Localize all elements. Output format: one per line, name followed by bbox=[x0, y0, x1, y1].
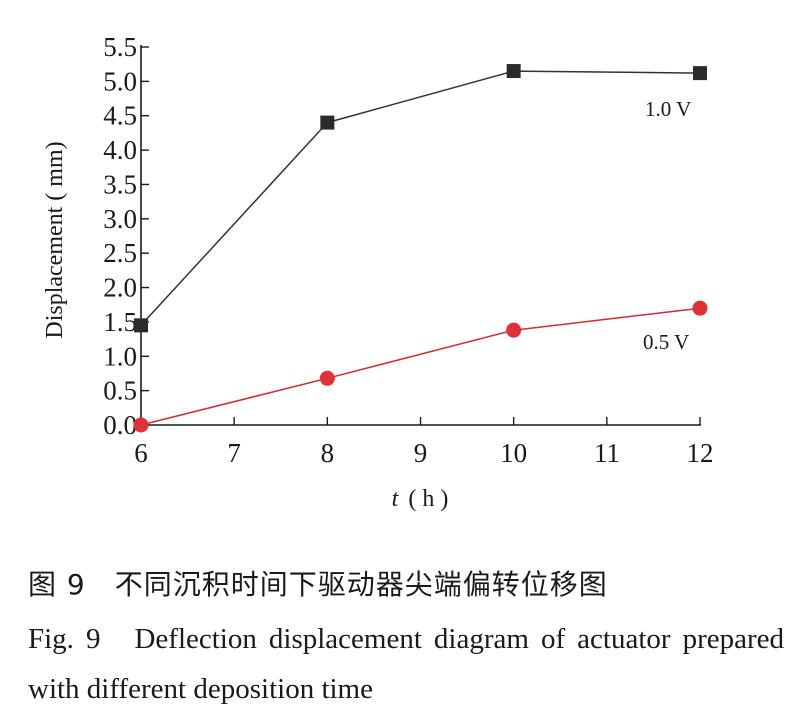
data-point-circle bbox=[133, 417, 149, 433]
y-tick-label: 2.5 bbox=[103, 238, 137, 268]
series-label: 1.0 V bbox=[645, 97, 691, 121]
x-tick-label: 6 bbox=[134, 438, 148, 468]
y-tick-label: 1.0 bbox=[103, 341, 137, 371]
data-point-square bbox=[320, 115, 335, 130]
series-label: 0.5 V bbox=[643, 330, 689, 354]
chart: 0.0 0.5 1.0 1.5 2.0 2.5 3.0 3.5 4.0 4.5 5.0 5.5 6 7 8… bbox=[42, 32, 714, 512]
x-tick-label: 8 bbox=[321, 438, 335, 468]
x-axis-label-variable: t bbox=[392, 486, 400, 512]
x-tick-label: 12 bbox=[687, 438, 714, 468]
figure-caption-chinese: 图 9 不同沉积时间下驱动器尖端偏转位移图 bbox=[28, 568, 608, 601]
y-axis-label: Displacement ( mm) bbox=[42, 141, 68, 338]
x-ticks: 6 7 8 9 10 11 12 bbox=[134, 417, 714, 468]
series-line-05V bbox=[140, 307, 701, 426]
y-tick-label: 2.0 bbox=[103, 273, 137, 303]
y-tick-label: 5.0 bbox=[103, 66, 137, 96]
x-tick-label: 9 bbox=[414, 438, 428, 468]
series-line-10V bbox=[140, 70, 701, 326]
y-tick-label: 5.5 bbox=[103, 32, 137, 62]
x-tick-label: 7 bbox=[227, 438, 241, 468]
figure-number: Fig. 9 bbox=[28, 623, 101, 655]
series-group bbox=[133, 64, 708, 433]
y-tick-label: 1.5 bbox=[103, 307, 137, 337]
figure-caption-english: Fig. 9 Deflection displacement diagram of… bbox=[28, 614, 784, 714]
data-point-square bbox=[506, 64, 521, 79]
series-labels: 1.0 V 0.5 V bbox=[643, 97, 691, 354]
x-axis-label-unit: ( h ) bbox=[408, 486, 448, 512]
y-tick-label: 0.5 bbox=[103, 376, 137, 406]
y-ticks: 0.0 0.5 1.0 1.5 2.0 2.5 3.0 3.5 4.0 4.5 5.0 5.5 bbox=[103, 32, 149, 440]
y-tick-label: 4.5 bbox=[103, 101, 137, 131]
figure-caption-text: Deflection displacement diagram of actua… bbox=[28, 623, 784, 705]
data-point-circle bbox=[506, 322, 522, 338]
y-tick-label: 3.0 bbox=[103, 204, 137, 234]
x-tick-label: 11 bbox=[594, 438, 620, 468]
data-point-square bbox=[693, 66, 707, 81]
x-tick-label: 10 bbox=[500, 438, 527, 468]
data-point-square bbox=[134, 318, 148, 333]
data-point-circle bbox=[692, 300, 708, 316]
data-point-circle bbox=[319, 370, 335, 386]
y-tick-label: 4.0 bbox=[103, 135, 137, 165]
y-tick-label: 0.0 bbox=[103, 410, 137, 440]
y-tick-label: 3.5 bbox=[103, 169, 137, 199]
x-axis-label: t ( h ) bbox=[392, 486, 449, 512]
